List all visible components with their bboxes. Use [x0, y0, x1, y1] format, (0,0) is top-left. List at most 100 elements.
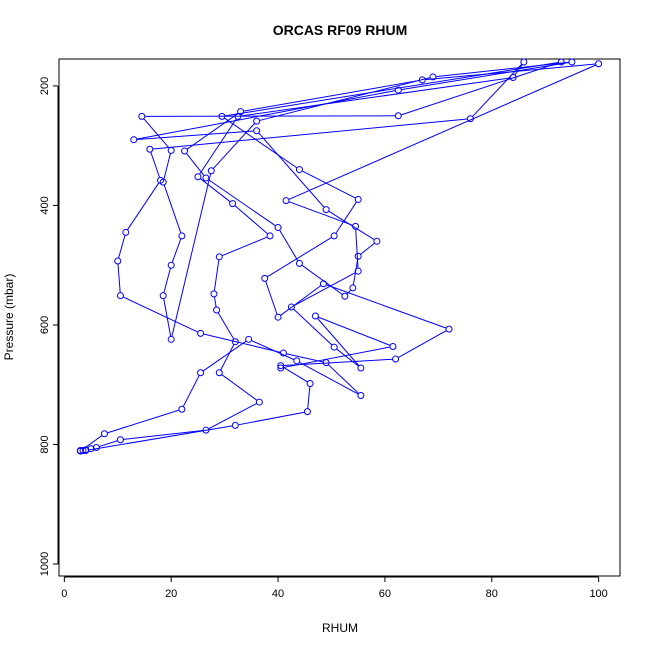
- series-segment: [123, 430, 204, 440]
- data-point: [389, 342, 397, 350]
- series-segment: [234, 205, 269, 235]
- data-point: [167, 335, 175, 343]
- series-segment: [127, 182, 160, 231]
- data-point: [274, 313, 282, 321]
- data-point: [330, 343, 338, 351]
- series-segment: [288, 201, 353, 226]
- data-point: [79, 446, 87, 454]
- data-point: [418, 76, 426, 84]
- series-segment: [327, 364, 360, 394]
- series-segment: [136, 90, 396, 140]
- y-axis-label: Pressure (mbar): [2, 274, 16, 361]
- series-segment: [326, 284, 447, 329]
- data-point: [341, 292, 349, 300]
- series-segment: [472, 63, 523, 117]
- data-point: [114, 257, 122, 265]
- data-point: [213, 306, 221, 314]
- data-point: [138, 112, 146, 120]
- series-segment: [202, 340, 247, 372]
- series-segment: [307, 386, 311, 409]
- data-point: [253, 117, 261, 125]
- series-segment: [182, 375, 200, 407]
- data-point: [287, 303, 295, 311]
- chart-title: ORCAS RF09 RHUM: [273, 22, 408, 38]
- series-segment: [336, 348, 359, 367]
- series-segment: [217, 312, 235, 340]
- series-segment: [136, 130, 254, 140]
- series-segment: [199, 118, 237, 175]
- data-point: [354, 195, 362, 203]
- y-tick-label: 1000: [39, 552, 51, 576]
- data-point: [100, 430, 108, 438]
- y-tick-label: 800: [39, 435, 51, 453]
- series-segment: [238, 411, 305, 426]
- data-point: [167, 261, 175, 269]
- series-segment: [224, 61, 559, 117]
- series-segment: [224, 117, 298, 169]
- data-point: [237, 108, 245, 116]
- data-point: [509, 74, 517, 82]
- data-point: [167, 146, 175, 154]
- series-segment: [258, 132, 325, 208]
- series-segment: [107, 409, 180, 434]
- series-segment: [360, 242, 375, 255]
- series-segment: [301, 264, 343, 295]
- series-segment: [88, 425, 233, 451]
- data-point: [568, 58, 576, 66]
- data-point: [349, 284, 357, 292]
- series-segment: [265, 281, 278, 315]
- x-tick-label: 40: [272, 588, 284, 600]
- data-point: [429, 73, 437, 81]
- plot-frame: [58, 58, 621, 577]
- data-point: [197, 329, 205, 337]
- data-point: [253, 127, 261, 135]
- data-point: [394, 86, 402, 94]
- data-point: [159, 292, 167, 300]
- series-segment: [152, 118, 468, 150]
- series-segment: [425, 63, 596, 81]
- data-point: [245, 335, 253, 343]
- series-segment: [435, 61, 569, 78]
- data-point: [520, 58, 528, 66]
- series-segment: [213, 296, 217, 308]
- y-tick-label: 400: [39, 196, 51, 214]
- data-point: [116, 436, 124, 444]
- series-segment: [251, 340, 295, 361]
- data-point: [159, 178, 167, 186]
- data-point: [178, 405, 186, 413]
- data-point: [319, 280, 327, 288]
- data-point: [295, 166, 303, 174]
- data-point: [197, 369, 205, 377]
- series-segment: [318, 316, 391, 346]
- y-axis: 200 400 600 800 1000: [39, 77, 59, 576]
- series-segment: [220, 344, 235, 371]
- data-point: [202, 426, 210, 434]
- series-segment: [283, 366, 308, 383]
- data-point: [279, 349, 287, 357]
- series-0: [76, 58, 603, 455]
- data-point: [277, 364, 285, 372]
- data-point: [282, 197, 290, 205]
- y-tick-label: 600: [39, 316, 51, 334]
- series-segment: [186, 153, 205, 176]
- series-segment: [203, 333, 281, 353]
- data-point: [306, 380, 314, 388]
- data-point: [146, 145, 154, 153]
- series-segment: [346, 289, 352, 295]
- data-point: [322, 206, 330, 214]
- data-point: [255, 398, 263, 406]
- data-point: [76, 447, 84, 455]
- series-layer: [76, 58, 603, 455]
- series-segment: [328, 210, 375, 241]
- series-segment: [280, 285, 322, 316]
- series-segment: [221, 374, 258, 401]
- series-segment: [355, 229, 359, 269]
- series-segment: [150, 151, 161, 178]
- series-segment: [163, 267, 171, 293]
- x-axis: 0 20 40 60 80 100: [61, 576, 608, 600]
- series-segment: [283, 346, 391, 368]
- series-segment: [397, 330, 447, 359]
- data-point: [354, 252, 362, 260]
- data-point: [445, 325, 453, 333]
